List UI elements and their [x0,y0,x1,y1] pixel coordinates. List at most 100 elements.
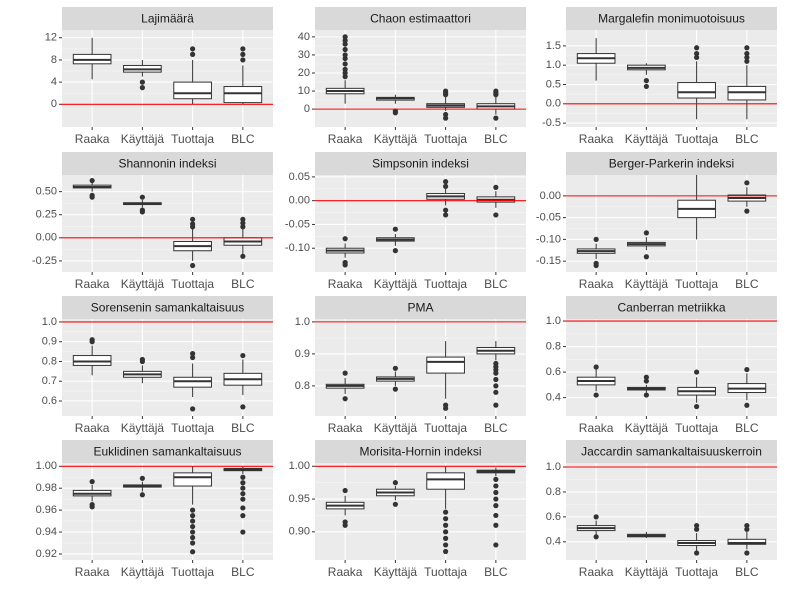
outlier [694,369,700,375]
plot-area [566,463,777,560]
outlier [643,78,649,84]
outlier [744,208,750,214]
strip [315,152,526,175]
outlier [744,45,750,51]
y-tick-label: 1.00 [289,460,310,472]
outlier [342,61,348,67]
x-tick-label: Käyttäjä [625,132,669,146]
x-tick-label: Raaka [579,277,614,291]
x-tick-label: BLC [484,132,508,146]
outlier [190,507,196,513]
outlier [493,376,499,383]
outlier [240,529,246,535]
strip [62,440,273,463]
x-tick-label: Tuottaja [675,565,718,579]
y-tick-label: -0.10 [536,233,561,245]
outlier [190,51,196,57]
outlier [190,262,196,269]
x-tick-label: Raaka [579,565,614,579]
panel-title: Lajimäärä [141,12,194,26]
outlier [744,526,750,532]
plot-area [315,319,526,416]
outlier [694,526,700,532]
outlier [190,350,196,357]
outlier [643,83,649,90]
y-tick-label: 0.00 [289,195,310,207]
outlier [240,352,246,359]
y-tick-label: 0.94 [36,526,57,538]
x-tick-label: Tuottaja [171,277,214,291]
y-tick-label: 0.7 [42,375,57,387]
x-tick-label: BLC [484,565,508,579]
box [677,82,716,99]
panel-title: Margalefin monimuotoisuus [598,12,745,26]
outlier [190,549,196,555]
x-tick-label: Raaka [75,277,110,291]
x-tick-label: BLC [735,132,759,146]
outlier [240,491,246,497]
outlier [643,254,649,260]
outlier [493,489,499,496]
x-tick-label: Tuottaja [171,565,214,579]
outlier [493,402,499,408]
outlier [493,496,499,502]
outlier [342,52,348,58]
strip [62,296,273,319]
y-tick-label: 0.25 [36,209,57,221]
plot-area [62,319,273,416]
outlier [190,46,196,52]
box [426,356,465,374]
outlier [240,480,246,486]
strip [62,7,273,30]
outlier [443,516,449,522]
outlier [139,492,145,498]
box [173,472,212,487]
y-tick-label: 0.8 [546,340,561,352]
outlier [139,194,145,200]
panel-title: PMA [407,301,433,315]
outlier [89,177,95,184]
outlier [89,479,95,485]
outlier [240,513,246,519]
x-tick-label: BLC [231,421,255,435]
outlier [342,487,348,494]
outlier [342,396,348,402]
outlier [139,475,145,481]
outlier [342,370,348,376]
strip [566,296,777,319]
x-tick-label: BLC [231,277,255,291]
outlier [190,513,196,519]
panel: Shannonin indeksi -0.25 0.00 0.25 0.50 Raaka K… [32,152,273,291]
outlier [89,337,95,343]
outlier [744,50,750,57]
x-tick-label: Raaka [328,277,363,291]
plot-background [315,175,526,272]
box [223,86,263,104]
outlier [443,183,449,190]
outlier [342,55,348,62]
x-tick-label: BLC [735,421,759,435]
x-tick-label: BLC [231,565,255,579]
outlier [744,402,750,408]
outlier [694,45,700,51]
y-tick-label: 0.0 [546,98,561,110]
plot-background [62,319,273,416]
box [426,472,465,490]
y-tick-label: 0.6 [546,511,561,523]
x-tick-label: Tuottaja [424,132,467,146]
outlier [593,514,599,520]
plot-area [566,319,777,416]
box [173,81,212,100]
outlier [240,57,246,63]
y-tick-label: -0.5 [542,117,561,129]
plot-background [566,319,777,416]
outlier [240,404,246,410]
plot-area [315,175,526,272]
x-tick-label: BLC [231,132,255,146]
outlier [443,529,449,535]
outlier [694,403,700,410]
x-tick-label: Raaka [75,565,110,579]
outlier [392,501,398,507]
outlier [443,535,449,541]
y-tick-label: 1.5 [546,40,561,52]
